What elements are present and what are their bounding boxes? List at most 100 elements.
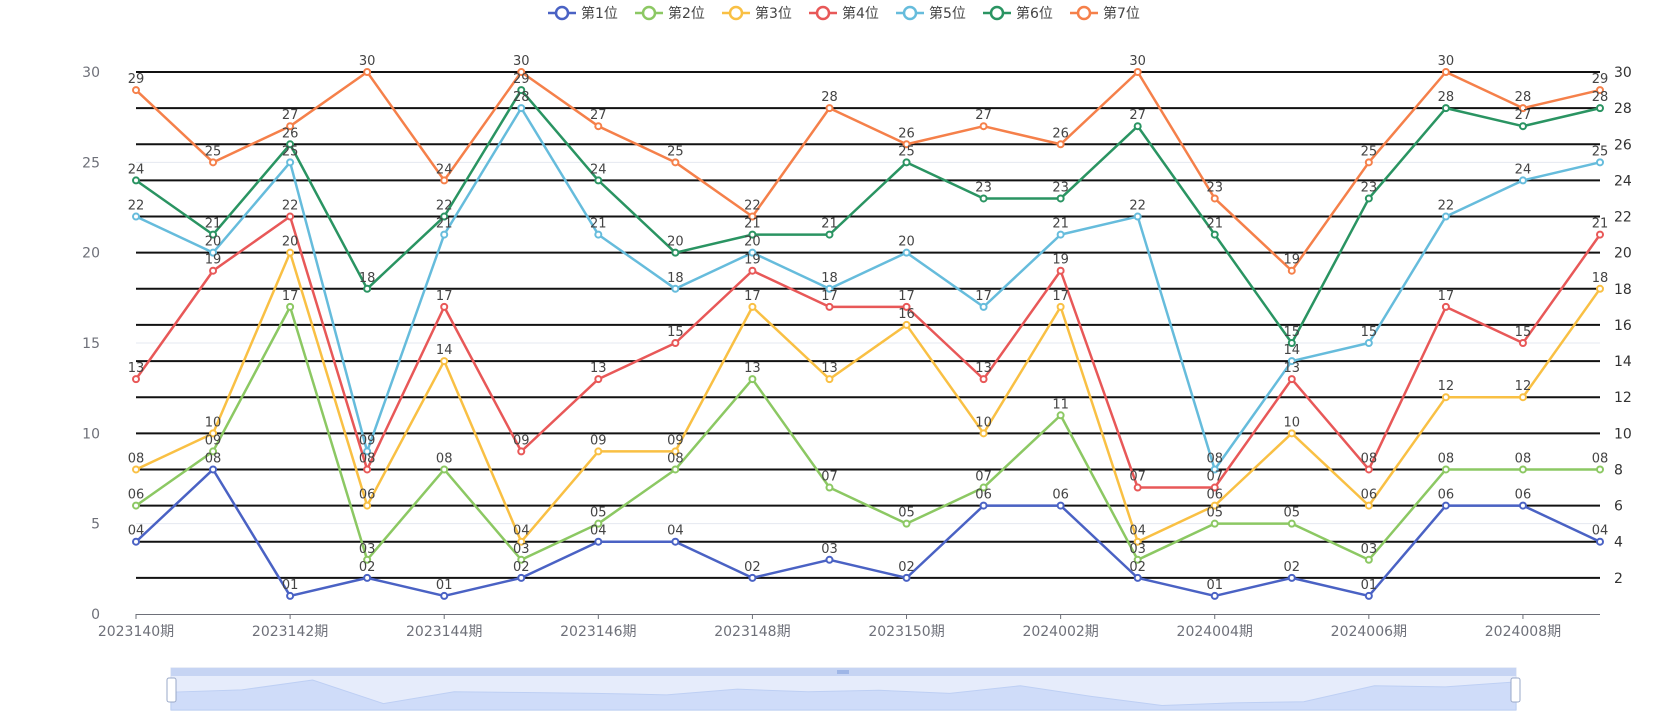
- data-point[interactable]: [440, 302, 449, 311]
- data-point[interactable]: [286, 158, 295, 167]
- data-point[interactable]: [671, 447, 680, 456]
- data-point[interactable]: [748, 212, 757, 221]
- data-point[interactable]: [440, 591, 449, 600]
- data-point[interactable]: [1056, 140, 1065, 149]
- data-point[interactable]: [1287, 357, 1296, 366]
- data-point[interactable]: [363, 555, 372, 564]
- data-point[interactable]: [671, 465, 680, 474]
- data-point[interactable]: [979, 375, 988, 384]
- series-line[interactable]: [135, 251, 1602, 543]
- data-point[interactable]: [1210, 465, 1219, 474]
- legend-item[interactable]: 第7位: [1070, 5, 1140, 22]
- data-point[interactable]: [594, 230, 603, 239]
- data-point[interactable]: [517, 447, 526, 456]
- data-point[interactable]: [517, 104, 526, 113]
- data-point[interactable]: [1287, 339, 1296, 347]
- data-point[interactable]: [1287, 266, 1296, 275]
- data-point[interactable]: [517, 537, 526, 546]
- data-point[interactable]: [1518, 465, 1527, 474]
- data-point[interactable]: [132, 375, 140, 384]
- data-point[interactable]: [1518, 104, 1527, 113]
- data-point[interactable]: [1133, 483, 1142, 492]
- data-point[interactable]: [132, 537, 140, 546]
- data-point[interactable]: [132, 86, 140, 95]
- series-line[interactable]: [134, 215, 1602, 489]
- data-point[interactable]: [1133, 212, 1142, 221]
- data-point[interactable]: [517, 68, 526, 76]
- data-point[interactable]: [748, 573, 757, 582]
- data-point[interactable]: [1441, 302, 1450, 311]
- data-point[interactable]: [1441, 104, 1450, 113]
- data-point[interactable]: [286, 302, 295, 311]
- data-point[interactable]: [209, 266, 218, 275]
- data-point[interactable]: [1056, 302, 1065, 311]
- series-line[interactable]: [135, 305, 1600, 562]
- data-point[interactable]: [1364, 501, 1373, 510]
- data-point[interactable]: [1210, 519, 1219, 528]
- data-point[interactable]: [1133, 555, 1142, 564]
- data-point[interactable]: [1133, 537, 1142, 546]
- data-point[interactable]: [1364, 555, 1373, 564]
- data-point[interactable]: [1287, 573, 1296, 582]
- data-point[interactable]: [902, 302, 911, 311]
- legend-item[interactable]: 第1位: [548, 5, 618, 22]
- data-point[interactable]: [1364, 591, 1373, 600]
- data-point[interactable]: [1364, 194, 1373, 203]
- data-point[interactable]: [1518, 122, 1527, 131]
- data-point[interactable]: [1596, 284, 1604, 293]
- data-point[interactable]: [748, 230, 757, 239]
- data-point[interactable]: [286, 122, 295, 131]
- data-point[interactable]: [1056, 501, 1065, 510]
- data-point[interactable]: [132, 501, 140, 510]
- data-point[interactable]: [594, 519, 603, 528]
- data-point[interactable]: [1518, 176, 1527, 185]
- legend-item[interactable]: 第6位: [983, 5, 1053, 22]
- data-point[interactable]: [1596, 86, 1604, 95]
- data-point[interactable]: [1441, 501, 1450, 510]
- data-point[interactable]: [671, 537, 680, 546]
- data-point[interactable]: [748, 302, 757, 311]
- data-point[interactable]: [748, 375, 757, 384]
- data-point[interactable]: [979, 122, 988, 131]
- data-point[interactable]: [1056, 194, 1065, 203]
- data-point[interactable]: [902, 140, 911, 149]
- data-point[interactable]: [594, 122, 603, 131]
- data-point[interactable]: [363, 465, 372, 474]
- data-point[interactable]: [363, 284, 372, 293]
- legend-item[interactable]: 第5位: [896, 5, 966, 22]
- series-line[interactable]: [135, 88, 1601, 345]
- data-point[interactable]: [209, 158, 218, 167]
- data-point[interactable]: [825, 104, 834, 113]
- data-point[interactable]: [363, 447, 372, 456]
- data-point[interactable]: [286, 140, 295, 149]
- data-point[interactable]: [1364, 158, 1373, 167]
- data-point[interactable]: [1210, 483, 1219, 492]
- data-point[interactable]: [209, 447, 218, 456]
- data-point[interactable]: [517, 555, 526, 564]
- data-point[interactable]: [1133, 573, 1142, 582]
- data-point[interactable]: [209, 230, 218, 239]
- data-point[interactable]: [440, 212, 449, 221]
- data-point[interactable]: [1596, 158, 1604, 167]
- data-point[interactable]: [594, 375, 603, 384]
- data-point[interactable]: [1596, 465, 1604, 474]
- data-point[interactable]: [979, 194, 988, 203]
- data-point[interactable]: [363, 68, 372, 76]
- data-point[interactable]: [1133, 122, 1142, 131]
- data-point[interactable]: [825, 230, 834, 239]
- data-point[interactable]: [440, 176, 449, 185]
- data-point[interactable]: [1056, 411, 1065, 420]
- data-point[interactable]: [209, 429, 218, 438]
- data-point[interactable]: [517, 573, 526, 582]
- data-point[interactable]: [902, 248, 911, 257]
- data-point[interactable]: [1596, 537, 1604, 546]
- data-point[interactable]: [209, 465, 218, 474]
- data-point[interactable]: [979, 429, 988, 438]
- data-point[interactable]: [979, 302, 988, 311]
- data-point[interactable]: [132, 465, 140, 474]
- data-point[interactable]: [1441, 212, 1450, 221]
- data-point[interactable]: [671, 248, 680, 257]
- data-point[interactable]: [1210, 501, 1219, 510]
- data-point[interactable]: [517, 86, 526, 95]
- data-point[interactable]: [748, 248, 757, 257]
